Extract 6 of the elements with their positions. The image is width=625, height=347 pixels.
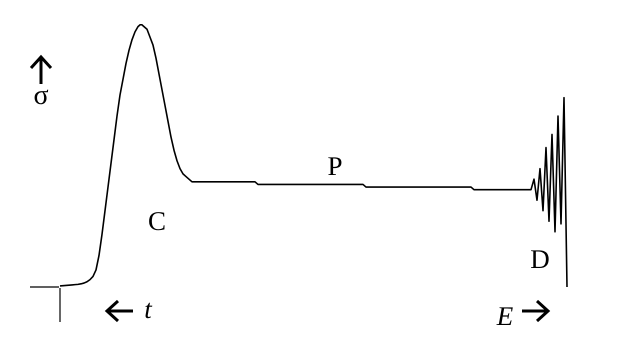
- x-axis-title: E: [496, 301, 514, 331]
- annotation: P: [327, 151, 343, 181]
- annotation: D: [530, 244, 550, 274]
- annotation: C: [148, 206, 166, 236]
- text: t: [144, 294, 154, 324]
- y-axis-title: σ: [33, 80, 49, 111]
